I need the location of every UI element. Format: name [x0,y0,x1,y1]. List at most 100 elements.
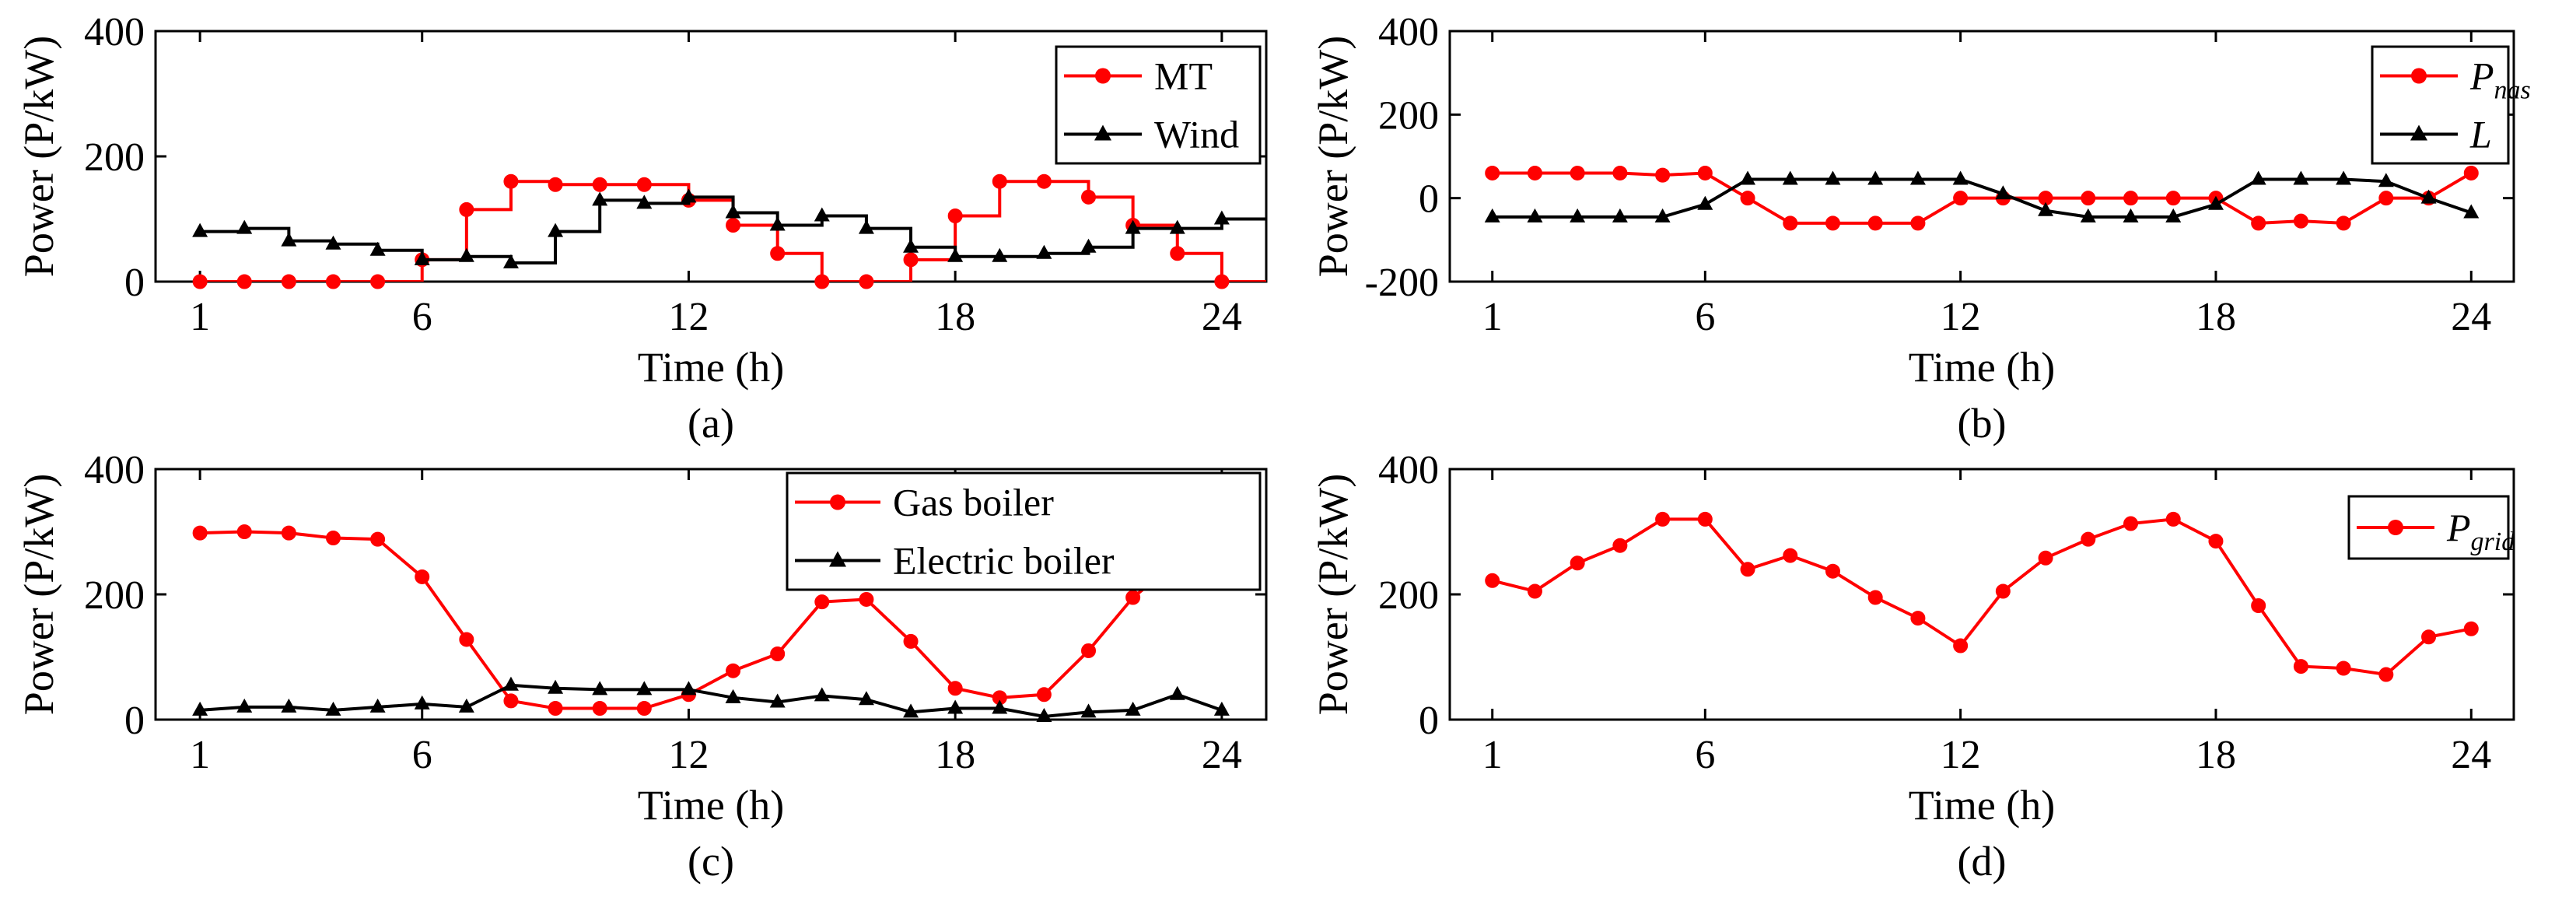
data-point [414,695,430,710]
data-point [1740,191,1755,206]
data-point [903,633,919,649]
data-point [2463,204,2480,219]
legend-label-main: Gas boiler [893,481,1054,524]
data-point [725,204,741,219]
x-tick-label: 18 [935,733,975,777]
x-axis-label: Time (h) [1909,344,2056,391]
legend-box [786,471,1262,591]
x-tick-label: 1 [1482,733,1503,777]
data-point [2378,173,2394,187]
x-tick-label: 24 [2451,295,2491,339]
legend: Pgrid [2347,495,2515,560]
data-point [1697,511,1713,527]
data-point [814,687,830,702]
x-tick-label: 24 [1202,295,1242,339]
series-line-electric-boiler [199,683,1223,718]
legend-label: L [2469,113,2492,156]
data-point [1527,208,1543,222]
data-point [859,274,874,289]
data-point [2081,531,2096,547]
legend-label-main: MT [1154,54,1213,98]
data-point [192,222,208,237]
data-point [2038,550,2053,566]
data-point [636,177,652,192]
legend-marker [1094,124,1111,141]
data-point [947,699,964,714]
data-point [726,218,741,233]
data-point [1213,701,1230,716]
x-tick-label: 18 [2196,733,2236,777]
data-point [1783,548,1798,563]
data-point [2165,208,2182,222]
data-point [192,701,208,716]
data-point [1081,189,1097,205]
data-point [769,216,786,231]
x-tick-label: 6 [1695,295,1715,339]
data-point [548,177,563,192]
y-tick-label: 400 [84,10,145,54]
data-point [1697,165,1713,180]
data-point [1867,215,1883,231]
legend-marker [1095,68,1111,84]
legend-label: MT [1154,54,1213,98]
data-point [2293,170,2309,185]
data-point [1825,563,1840,579]
data-point [1953,638,1969,653]
data-point [2251,215,2266,231]
data-point [1169,685,1185,700]
data-point [548,222,564,237]
data-point [2251,597,2266,613]
data-point [1655,167,1671,183]
data-point [1214,274,1230,289]
data-point [325,235,341,250]
x-axis-label: Time (h) [638,344,785,391]
data-point [2207,195,2224,210]
data-point [2378,667,2394,682]
data-point [2463,165,2479,180]
data-point [1080,703,1097,718]
y-tick-label: 200 [84,135,145,180]
x-tick-label: 18 [2196,295,2236,339]
data-point [947,681,963,696]
data-point [1783,215,1798,231]
data-point [1867,170,1884,185]
data-point [681,681,697,696]
data-point [2293,659,2308,674]
data-point [770,246,786,261]
data-point [903,703,919,718]
data-point [858,219,874,234]
data-point [1952,170,1969,185]
data-point [992,173,1007,189]
data-point [458,698,474,713]
x-tick-label: 24 [1202,733,1242,777]
data-point [458,247,474,262]
y-axis-label: Power (P/kW) [16,474,62,715]
series-line-pgrid [1492,517,2472,677]
data-point [2123,516,2139,531]
data-point [548,679,564,694]
data-point [1782,170,1798,185]
data-point [548,701,563,717]
series-line-gas-boiler [200,510,1223,710]
data-point [947,247,964,262]
data-point [281,274,296,289]
data-point [325,701,341,716]
data-point [2420,189,2437,204]
y-tick-label: 0 [1419,699,1439,743]
data-point [1036,707,1052,722]
legend-label: Pnas [2469,54,2531,105]
data-point [2336,215,2351,231]
legend-marker [2411,68,2427,84]
y-axis-label: Power (P/kW) [1310,474,1356,715]
data-point [1825,215,1840,231]
data-point [2336,660,2351,676]
data-point [1125,590,1141,605]
chart-panel-a: 1 6 12 18 24 0 200 400 Time (h) Power (P/kW) (a) MT… [16,10,1268,447]
data-point [503,693,519,709]
data-point [903,252,919,268]
data-point [1125,219,1141,234]
panel-caption: (a) [688,400,734,447]
data-point [1995,583,2011,599]
data-point [2038,201,2054,216]
